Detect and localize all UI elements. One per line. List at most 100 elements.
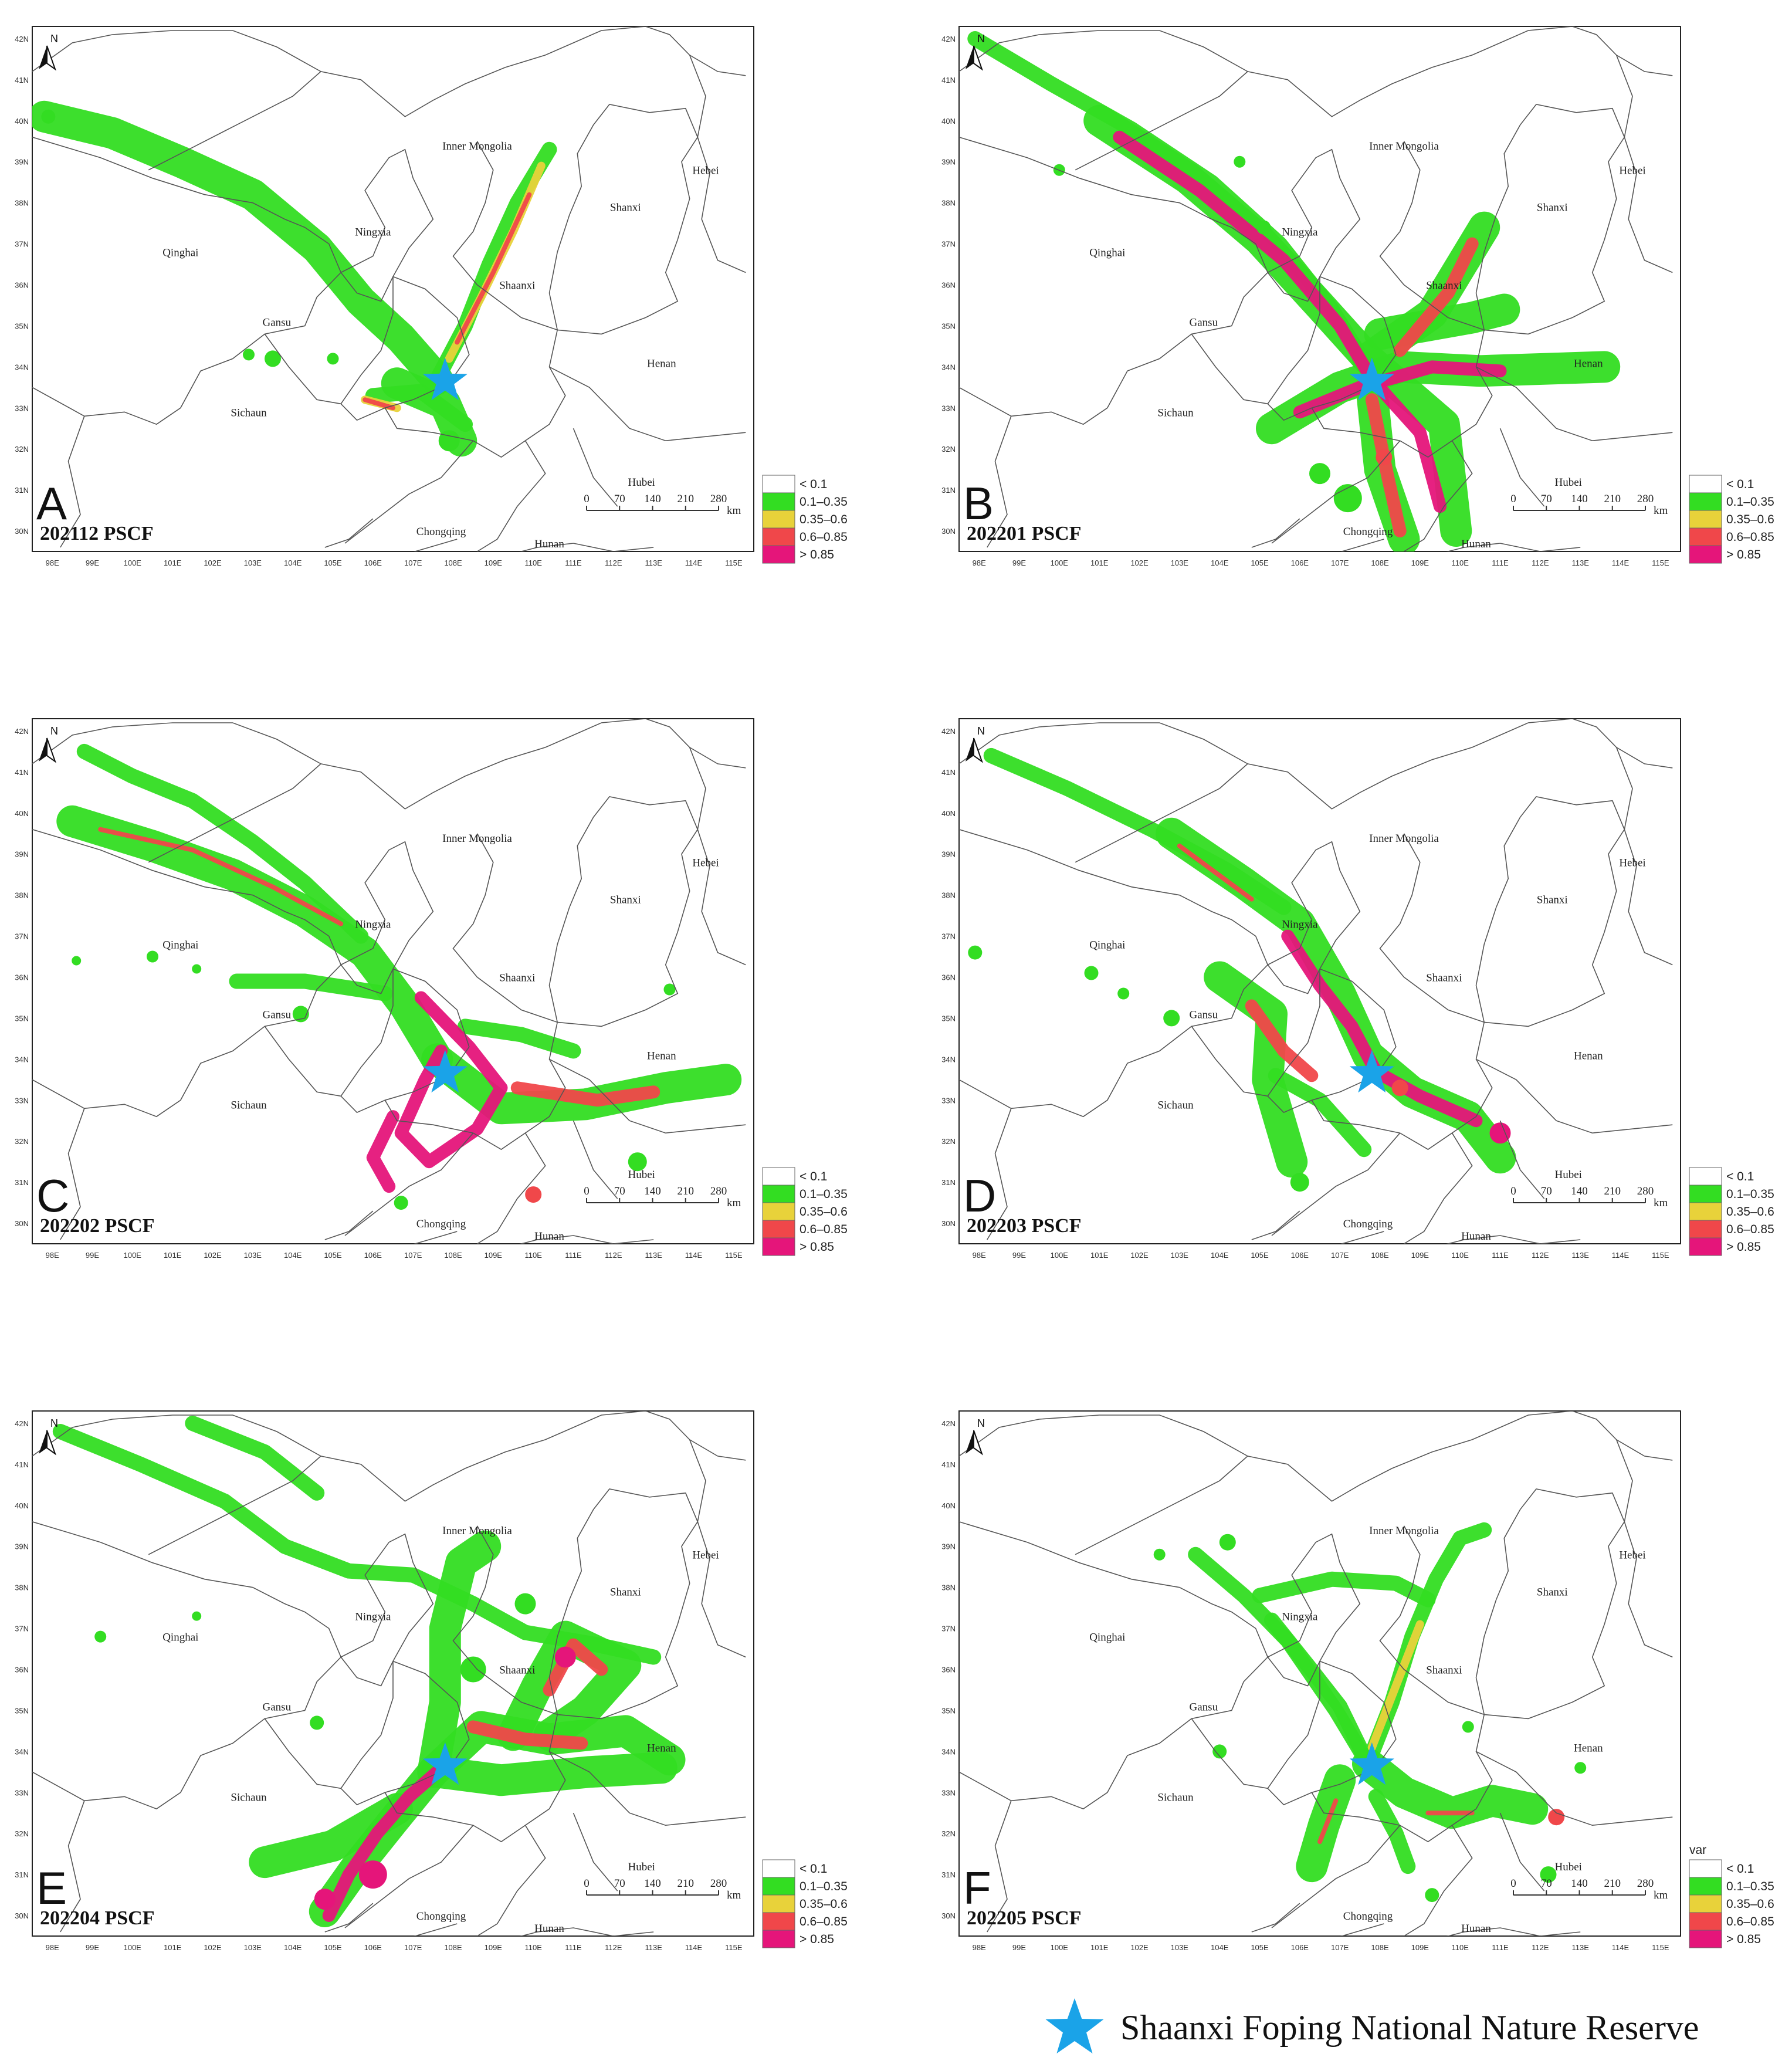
region-label-shanxi: Shanxi bbox=[1537, 894, 1568, 906]
province-border bbox=[264, 1026, 341, 1097]
lat-tick-label: 40N bbox=[941, 809, 956, 818]
svg-text:0: 0 bbox=[1510, 1877, 1516, 1890]
lon-tick-label: 113E bbox=[1571, 1251, 1589, 1260]
lon-tick-label: 103E bbox=[244, 1251, 262, 1260]
svg-text:210: 210 bbox=[1604, 1877, 1621, 1890]
lat-tick-label: 36N bbox=[941, 973, 956, 982]
lon-tick-label: 102E bbox=[1130, 1943, 1149, 1952]
pscf-plume bbox=[381, 367, 477, 457]
lon-tick-label: 109E bbox=[485, 559, 503, 567]
svg-text:140: 140 bbox=[1571, 1185, 1588, 1197]
region-label-chongqing: Chongqing bbox=[416, 526, 466, 538]
region-label-qinghai: Qinghai bbox=[1089, 247, 1125, 259]
legend-item-label: 0.35–0.6 bbox=[800, 1897, 848, 1911]
lon-tick-label: 115E bbox=[1652, 1251, 1669, 1260]
svg-text:280: 280 bbox=[1637, 1185, 1654, 1197]
pscf-legend: < 0.1 0.1–0.35 0.35–0.6 0.6–0.85 > 0.85 bbox=[1689, 475, 1774, 564]
lon-tick-label: 102E bbox=[204, 1251, 222, 1260]
pscf-plume bbox=[1177, 843, 1254, 902]
pscf-plume bbox=[455, 192, 532, 345]
lat-tick-label: 30N bbox=[941, 527, 956, 536]
lon-tick-label: 100E bbox=[124, 1251, 142, 1260]
province-border bbox=[689, 55, 746, 273]
svg-text:280: 280 bbox=[1637, 1877, 1654, 1890]
province-border bbox=[264, 1718, 341, 1789]
pscf-cell bbox=[514, 1593, 536, 1615]
svg-text:210: 210 bbox=[677, 1877, 695, 1890]
province-border bbox=[1404, 440, 1473, 551]
lat-tick-label: 36N bbox=[15, 1666, 29, 1674]
lat-tick-label: 39N bbox=[941, 1542, 956, 1551]
lon-tick-label: 103E bbox=[244, 1943, 262, 1952]
pscf-cell bbox=[358, 1860, 387, 1889]
panel-letter: D bbox=[963, 1170, 996, 1221]
province-border bbox=[1404, 543, 1581, 551]
legend-item-label: 0.6–0.85 bbox=[1726, 1223, 1774, 1236]
region-label-ningxia: Ningxia bbox=[355, 1611, 391, 1623]
pscf-cell bbox=[1462, 1721, 1474, 1733]
region-label-inner-mongolia: Inner Mongolia bbox=[1369, 1525, 1439, 1537]
province-border bbox=[1075, 1456, 1248, 1555]
region-label-ningxia: Ningxia bbox=[1282, 226, 1318, 239]
lat-tick-label: 32N bbox=[15, 1137, 29, 1146]
region-label-hebei: Hebei bbox=[1619, 165, 1645, 177]
north-arrow-icon: N bbox=[39, 33, 58, 71]
panel-title: 202201 PSCF bbox=[967, 523, 1082, 544]
province-borders bbox=[959, 719, 1673, 1244]
lon-tick-label: 109E bbox=[1411, 1943, 1429, 1952]
province-border bbox=[1475, 104, 1625, 335]
legend-item-label: 0.6–0.85 bbox=[1726, 1915, 1774, 1928]
lat-tick-label: 35N bbox=[941, 1014, 956, 1023]
province-border bbox=[1615, 747, 1673, 966]
svg-text:140: 140 bbox=[644, 1877, 661, 1890]
pscf-cell bbox=[265, 350, 281, 367]
lon-tick-label: 110E bbox=[1451, 559, 1469, 567]
region-label-shanxi: Shanxi bbox=[610, 202, 641, 214]
province-border bbox=[1476, 1058, 1673, 1134]
svg-text:km: km bbox=[1654, 1889, 1668, 1901]
lat-tick-label: 33N bbox=[941, 1788, 956, 1797]
pscf-cell bbox=[1489, 1122, 1511, 1144]
province-border bbox=[1271, 1132, 1401, 1236]
lon-tick-label: 98E bbox=[46, 1251, 59, 1260]
region-label-inner-mongolia: Inner Mongolia bbox=[442, 833, 512, 845]
map-svg: Inner Mongolia Hebei Shanxi Ningxia Qinghai S… bbox=[15, 718, 848, 1260]
pscf-plume bbox=[466, 1720, 588, 1750]
legend-title: var bbox=[1689, 1843, 1706, 1857]
province-border bbox=[959, 26, 1673, 117]
region-label-hebei: Hebei bbox=[1619, 857, 1645, 869]
lat-tick-label: 37N bbox=[941, 240, 956, 249]
province-border bbox=[477, 1927, 654, 1936]
province-border bbox=[573, 1120, 618, 1199]
pscf-map-panel-f: Inner Mongolia Hebei Shanxi Ningxia Qinghai S… bbox=[927, 1385, 1774, 2006]
province-border bbox=[477, 1132, 546, 1244]
pscf-field bbox=[52, 1416, 686, 1927]
lat-tick-label: 42N bbox=[15, 1419, 29, 1428]
pscf-field bbox=[1153, 1522, 1587, 1903]
pscf-cell bbox=[628, 1152, 647, 1172]
lat-tick-label: 35N bbox=[941, 1706, 956, 1715]
svg-text:70: 70 bbox=[1541, 1877, 1552, 1890]
lon-tick-label: 105E bbox=[324, 1251, 342, 1260]
svg-text:280: 280 bbox=[710, 1877, 727, 1890]
svg-text:70: 70 bbox=[1541, 493, 1552, 505]
pscf-cell bbox=[310, 1715, 324, 1730]
lon-tick-label: 107E bbox=[1331, 1251, 1349, 1260]
pscf-cell bbox=[1376, 449, 1393, 466]
province-border bbox=[32, 1521, 342, 1810]
region-label-hebei: Hebei bbox=[1619, 1549, 1645, 1562]
province-border bbox=[340, 148, 434, 302]
region-label-hebei: Hebei bbox=[692, 1549, 719, 1562]
svg-text:0: 0 bbox=[1510, 493, 1516, 505]
lon-tick-label: 107E bbox=[1331, 559, 1349, 567]
legend-item-label: 0.1–0.35 bbox=[1726, 1187, 1774, 1201]
region-label-sichuan: Sichaun bbox=[1157, 407, 1194, 419]
region-label-inner-mongolia: Inner Mongolia bbox=[442, 140, 512, 153]
svg-text:N: N bbox=[50, 1417, 58, 1429]
province-border bbox=[32, 1411, 746, 1502]
north-arrow-icon: N bbox=[966, 725, 985, 763]
svg-text:70: 70 bbox=[1541, 1185, 1552, 1197]
svg-text:140: 140 bbox=[644, 1185, 661, 1197]
pscf-cell bbox=[1540, 1866, 1557, 1883]
region-label-sichuan: Sichaun bbox=[231, 407, 267, 419]
